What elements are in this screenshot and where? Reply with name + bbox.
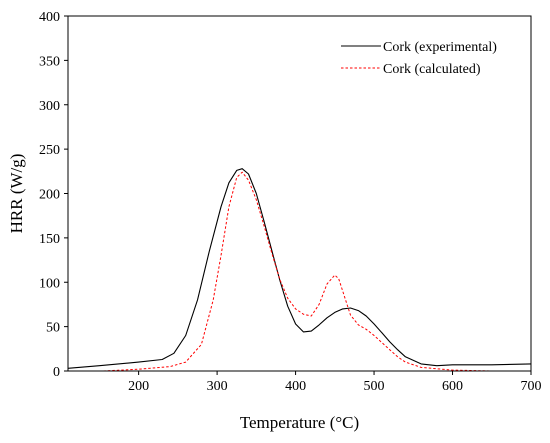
x-axis-title: Temperature (°C) (240, 413, 359, 432)
legend-label-experimental: Cork (experimental) (383, 40, 497, 55)
series-layer (67, 168, 532, 372)
x-tick-label: 200 (128, 379, 149, 394)
x-tick-label: 400 (285, 379, 306, 394)
x-tick-label: 600 (442, 379, 463, 394)
y-tick-label: 100 (39, 276, 60, 291)
series-line-experimental (67, 168, 532, 369)
x-tick-label: 300 (207, 379, 228, 394)
y-tick-label: 400 (39, 10, 60, 25)
legend: Cork (experimental) Cork (calculated) (341, 40, 497, 77)
y-tick-label: 300 (39, 99, 60, 114)
y-tick-label: 250 (39, 143, 60, 158)
y-tick-label: 50 (46, 321, 60, 336)
series-line-calculated (103, 171, 531, 372)
y-tick-label: 0 (53, 365, 60, 380)
y-axis-title: HRR (W/g) (7, 154, 26, 234)
legend-label-calculated: Cork (calculated) (383, 62, 481, 77)
x-tick-label: 500 (364, 379, 385, 394)
x-tick-label: 700 (521, 379, 542, 394)
axis-layer: 0 50 100 150 200 250 300 350 400 200 300 400 500 600 7… (39, 10, 542, 394)
y-tick-label: 200 (39, 188, 60, 203)
y-tick-label: 150 (39, 232, 60, 247)
y-tick-label: 350 (39, 54, 60, 69)
